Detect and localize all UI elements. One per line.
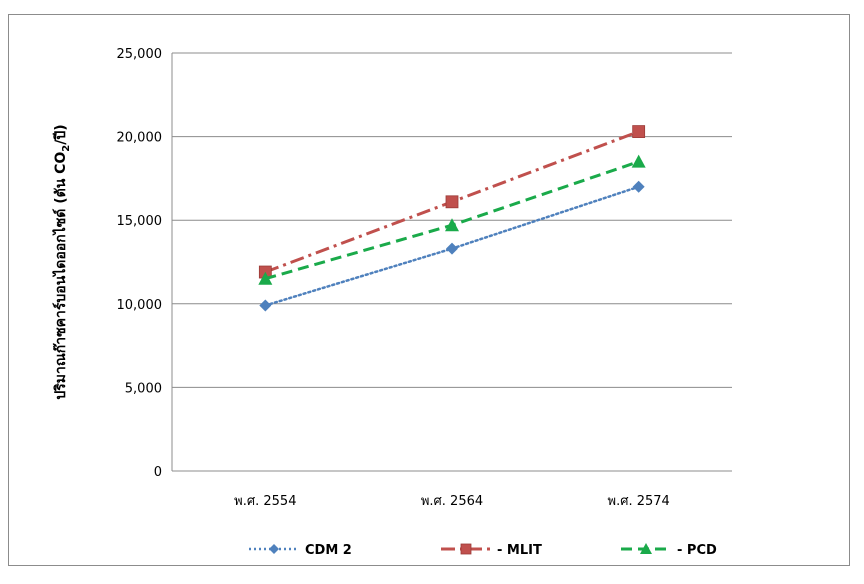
chart-frame: 0 5,000 10,000 15,000 20,000 25,000 พ.ศ. 2554… <box>8 14 850 566</box>
line-chart: 0 5,000 10,000 15,000 20,000 25,000 พ.ศ. 2554… <box>51 47 732 558</box>
y-tick-label: 10,000 <box>117 298 163 313</box>
data-point <box>258 271 273 285</box>
x-tick-label: พ.ศ. 2554 <box>234 494 296 509</box>
legend-marker <box>269 544 279 554</box>
legend: CDM 2 - MLIT - PCD <box>249 543 717 558</box>
y-axis-label: ปริมาณก๊าซคาร์บอนไดออกไซด์ (ตัน CO2/ปี) <box>51 124 72 399</box>
gridlines <box>171 52 732 472</box>
legend-marker <box>640 543 652 554</box>
legend-marker <box>460 543 472 555</box>
data-point <box>445 195 459 209</box>
data-point <box>632 125 646 138</box>
x-axis-ticks: พ.ศ. 2554 พ.ศ. 2564 พ.ศ. 2574 <box>234 494 670 509</box>
data-point <box>445 218 459 232</box>
data-point <box>631 154 646 168</box>
data-point <box>632 180 645 193</box>
series-group <box>258 125 646 312</box>
x-tick-label: พ.ศ. 2564 <box>421 494 483 509</box>
legend-label: CDM 2 <box>305 543 352 558</box>
legend-label: - MLIT <box>497 543 542 558</box>
legend-label: - PCD <box>677 543 717 558</box>
data-point <box>446 242 458 255</box>
y-axis-ticks: 0 5,000 10,000 15,000 20,000 25,000 <box>117 47 163 480</box>
data-point <box>259 299 272 312</box>
y-tick-label: 5,000 <box>125 381 162 396</box>
x-tick-label: พ.ศ. 2574 <box>608 494 670 509</box>
y-tick-label: 0 <box>154 465 162 480</box>
y-tick-label: 15,000 <box>117 214 163 229</box>
y-tick-label: 20,000 <box>117 131 163 146</box>
y-tick-label: 25,000 <box>117 47 163 62</box>
